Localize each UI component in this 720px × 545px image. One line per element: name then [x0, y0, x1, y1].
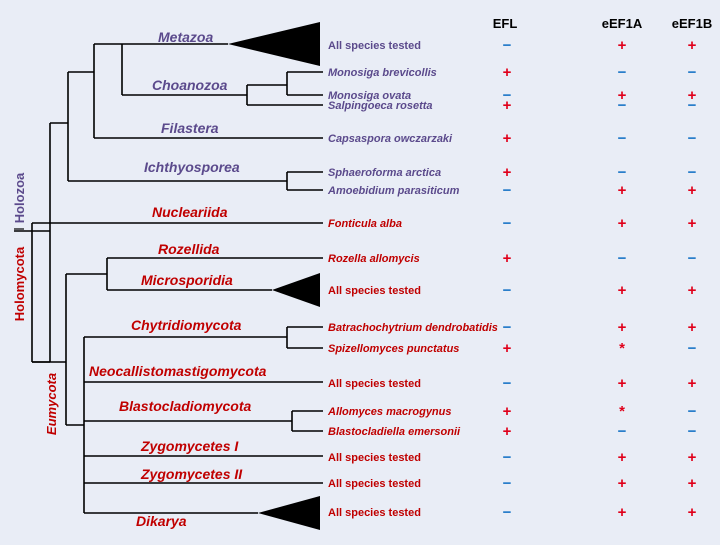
efl-mark-capsaspora-owczarzaki: + [503, 130, 512, 147]
eef1a-mark-amoebidium-parasiticum: + [618, 182, 627, 199]
species-label-metazoa: All species tested [328, 40, 421, 52]
eef1b-mark-monosiga-ovata: + [688, 87, 697, 104]
column-header-eef1b: eEF1B [672, 16, 712, 31]
species-label-spizellomyces-punctatus: Spizellomyces punctatus [328, 343, 459, 355]
efl-mark-zygomycetes-1: − [503, 449, 512, 466]
efl-mark-allomyces-macrogynus: + [503, 403, 512, 420]
eef1b-mark-amoebidium-parasiticum: + [688, 182, 697, 199]
eumycota-label: Eumycota [44, 373, 59, 435]
eef1a-mark-neocallistomastigomycota: + [618, 375, 627, 392]
efl-mark-batrachochytrium-dendrobatidis: − [503, 319, 512, 336]
species-label-zygomycetes-1: All species tested [328, 452, 421, 464]
species-label-zygomycetes-2: All species tested [328, 478, 421, 490]
eef1a-mark-zygomycetes-1: + [618, 449, 627, 466]
clade-label-metazoa: Metazoa [158, 29, 213, 45]
efl-mark-spizellomyces-punctatus: + [503, 340, 512, 357]
eef1b-mark-salpingoeca-rosetta: − [688, 97, 697, 114]
efl-mark-amoebidium-parasiticum: − [503, 182, 512, 199]
species-label-allomyces-macrogynus: Allomyces macrogynus [327, 406, 452, 418]
eef1b-mark-spizellomyces-punctatus: − [688, 340, 697, 357]
eef1a-mark-blastocladiella-emersonii: − [618, 423, 627, 440]
eef1b-mark-sphaeroforma-arctica: − [688, 164, 697, 181]
clade-label-filastera: Filastera [161, 120, 219, 136]
species-label-salpingoeca-rosetta: Salpingoeca rosetta [328, 100, 433, 112]
eef1b-mark-metazoa: + [688, 37, 697, 54]
eef1b-mark-dikarya: + [688, 504, 697, 521]
eef1a-mark-metazoa: + [618, 37, 627, 54]
efl-mark-monosiga-brevicollis: + [503, 64, 512, 81]
eef1a-mark-sphaeroforma-arctica: − [618, 164, 627, 181]
species-label-rozella-allomycis: Rozella allomycis [328, 253, 420, 265]
species-label-neocallistomastigomycota: All species tested [328, 378, 421, 390]
eef1b-mark-fonticula-alba: + [688, 215, 697, 232]
eef1a-mark-monosiga-brevicollis: − [618, 64, 627, 81]
species-label-capsaspora-owczarzaki: Capsaspora owczarzaki [328, 133, 453, 145]
eef1b-mark-batrachochytrium-dendrobatidis: + [688, 319, 697, 336]
clade-label-dikarya: Dikarya [136, 513, 187, 529]
efl-mark-zygomycetes-2: − [503, 475, 512, 492]
efl-mark-metazoa: − [503, 37, 512, 54]
eef1b-mark-capsaspora-owczarzaki: − [688, 130, 697, 147]
species-label-blastocladiella-emersonii: Blastocladiella emersonii [328, 426, 461, 438]
species-label-monosiga-brevicollis: Monosiga brevicollis [328, 67, 437, 79]
eef1a-mark-rozella-allomycis: − [618, 250, 627, 267]
eef1b-mark-allomyces-macrogynus: − [688, 403, 697, 420]
eef1b-mark-microsporidia: + [688, 282, 697, 299]
species-label-microsporidia: All species tested [328, 285, 421, 297]
clade-label-choanozoa: Choanozoa [152, 77, 228, 93]
clade-label-neocallistomastigomycota: Neocallistomastigomycota [89, 363, 267, 379]
tree-branches [14, 43, 323, 514]
efl-mark-blastocladiella-emersonii: + [503, 423, 512, 440]
clade-label-blastocladiomycota: Blastocladiomycota [119, 398, 251, 414]
efl-mark-neocallistomastigomycota: − [503, 375, 512, 392]
clade-label-chytridiomycota: Chytridiomycota [131, 317, 242, 333]
efl-mark-monosiga-ovata: − [503, 87, 512, 104]
clade-label-microsporidia: Microsporidia [141, 272, 233, 288]
species-label-fonticula-alba: Fonticula alba [328, 218, 402, 230]
clade-label-zygomycetes-2: Zygomycetes II [140, 466, 243, 482]
eef1b-mark-rozella-allomycis: − [688, 250, 697, 267]
eef1a-mark-monosiga-ovata: + [618, 87, 627, 104]
species-label-batrachochytrium-dendrobatidis: Batrachochytrium dendrobatidis [328, 322, 498, 334]
clade-label-zygomycetes-1: Zygomycetes I [140, 438, 239, 454]
eef1a-mark-capsaspora-owczarzaki: − [618, 130, 627, 147]
eef1a-mark-zygomycetes-2: + [618, 475, 627, 492]
species-label-sphaeroforma-arctica: Sphaeroforma arctica [328, 167, 441, 179]
efl-mark-sphaeroforma-arctica: + [503, 164, 512, 181]
efl-mark-dikarya: − [503, 504, 512, 521]
efl-mark-microsporidia: − [503, 282, 512, 299]
eef1b-mark-blastocladiella-emersonii: − [688, 423, 697, 440]
efl-mark-fonticula-alba: − [503, 215, 512, 232]
clade-label-rozellida: Rozellida [158, 241, 220, 257]
eef1a-mark-fonticula-alba: + [618, 215, 627, 232]
holomycota-label: Holomycota [12, 246, 27, 321]
eef1b-mark-monosiga-brevicollis: − [688, 64, 697, 81]
efl-mark-salpingoeca-rosetta: + [503, 97, 512, 114]
collapsed-clade-metazoa [228, 22, 320, 66]
species-label-amoebidium-parasiticum: Amoebidium parasiticum [327, 185, 460, 197]
species-label-dikarya: All species tested [328, 507, 421, 519]
eef1a-mark-batrachochytrium-dendrobatidis: + [618, 319, 627, 336]
eef1b-mark-zygomycetes-2: + [688, 475, 697, 492]
eef1a-mark-spizellomyces-punctatus: * [619, 340, 625, 357]
collapsed-clade-microsporidia [272, 273, 320, 307]
eef1b-mark-neocallistomastigomycota: + [688, 375, 697, 392]
clade-label-ichthyosporea: Ichthyosporea [144, 159, 240, 175]
eef1a-mark-dikarya: + [618, 504, 627, 521]
efl-mark-rozella-allomycis: + [503, 250, 512, 267]
species-label-monosiga-ovata: Monosiga ovata [328, 90, 411, 102]
species-rows: All species tested − + +Monosiga brevicolli… [327, 37, 697, 521]
clade-label-nucleariida: Nucleariida [152, 204, 228, 220]
collapsed-clade-dikarya [258, 496, 320, 530]
eef1a-mark-microsporidia: + [618, 282, 627, 299]
eef1b-mark-zygomycetes-1: + [688, 449, 697, 466]
eef1a-mark-allomyces-macrogynus: * [619, 403, 625, 420]
eef1a-mark-salpingoeca-rosetta: − [618, 97, 627, 114]
column-header-eef1a: eEF1A [602, 16, 643, 31]
column-header-efl: EFL [493, 16, 518, 31]
holozoa-label: Holozoa [12, 172, 27, 223]
